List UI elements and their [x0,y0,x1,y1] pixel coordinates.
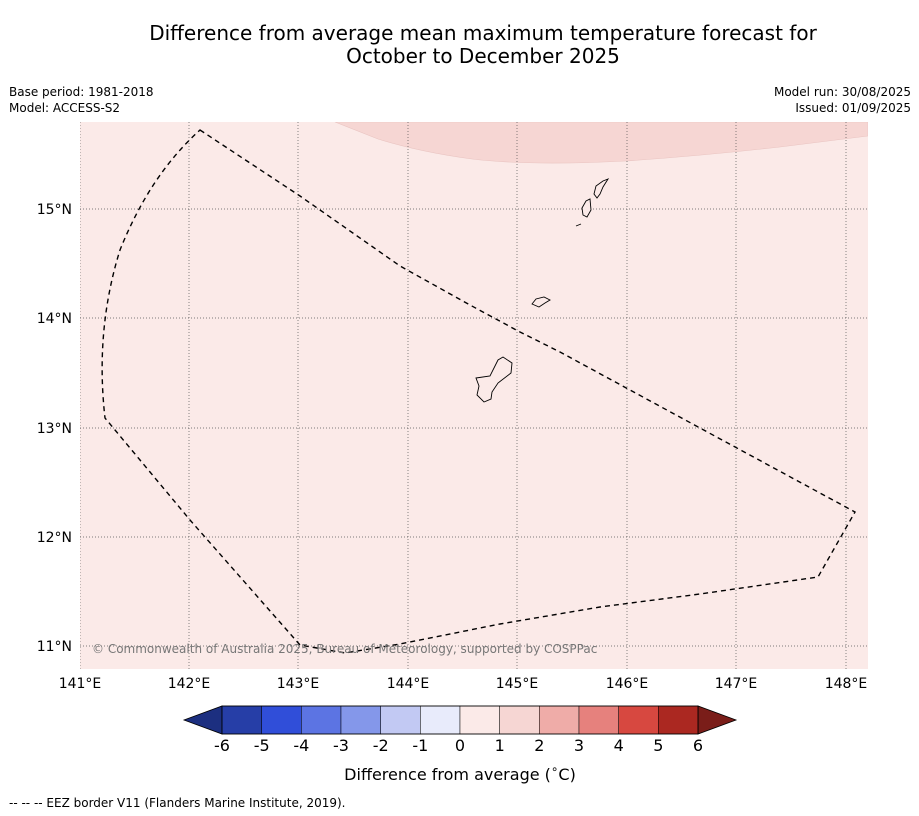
copyright-text: © Commonwealth of Australia 2025, Bureau… [92,642,597,656]
island-tinian [581,198,592,218]
colorbar-tick-label: -2 [373,736,389,755]
base-period-text: Base period: 1981-2018 [9,85,154,99]
colorbar-tick-label: 5 [653,736,663,755]
islands [475,178,610,403]
issued-text: Issued: 01/09/2025 [795,101,911,115]
colorbar-extend-high [697,705,738,735]
island-guam [475,356,513,403]
colorbar-tick-label: 3 [574,736,584,755]
lon-label: 141°E [59,676,102,692]
colorbar-tick-label: 1 [495,736,505,755]
model-text: Model: ACCESS-S2 [9,101,121,115]
colorbar-segment [578,705,619,735]
island-aguijan [575,223,582,227]
latitude-labels: 15°N 14°N 13°N 12°N 11°N [37,202,72,655]
eez-border [101,129,856,654]
colorbar-unit: C) [558,765,575,784]
lon-label: 143°E [277,676,320,692]
colorbar-tick-label: -5 [254,736,270,755]
colorbar-extend-low [182,705,223,735]
colorbar-segment [658,705,699,735]
lon-label: 146°E [606,676,649,692]
colorbar-segment [340,705,381,735]
colorbar-segment [420,705,461,735]
lon-label: 147°E [715,676,758,692]
title-line-1: Difference from average mean maximum tem… [149,21,817,45]
colorbar-tick-label: -3 [333,736,349,755]
island-rota [531,296,551,308]
lat-label: 13°N [37,421,72,437]
colorbar-segment [618,705,659,735]
colorbar-segment [301,705,342,735]
lon-label: 142°E [168,676,211,692]
lat-label: 14°N [37,311,72,327]
island-saipan [593,178,610,199]
colorbar-frame [221,705,699,735]
lon-label: 144°E [387,676,430,692]
map-background [80,122,868,669]
graticule [80,122,868,669]
run-info: Model run: 30/08/2025 Issued: 01/09/2025 [774,84,911,116]
lat-label: 11°N [37,639,72,655]
lon-label: 148°E [825,676,868,692]
lat-label: 12°N [37,530,72,546]
lon-label: 145°E [496,676,539,692]
colorbar-segment [499,705,540,735]
colorbar-tick-label: 6 [693,736,703,755]
model-run-text: Model run: 30/08/2025 [773,85,911,99]
colorbar-tick-label: -4 [293,736,309,755]
lat-label: 15°N [37,202,72,218]
colorbar-tick-label: -6 [214,736,230,755]
colorbar-segment [459,705,500,735]
map-title: Difference from average mean maximum tem… [0,22,919,68]
colorbar-tick-label: 4 [614,736,624,755]
title-line-2: October to December 2025 [346,44,620,68]
colorbar-label-text: Difference from average ( [344,765,551,784]
colorbar-segment [221,705,262,735]
colorbar-label: Difference from average (∘C) [344,762,576,784]
colorbar-segment [380,705,421,735]
colorbar-tick-label: 2 [534,736,544,755]
longitude-labels: 141°E 142°E 143°E 144°E 145°E 146°E 147°… [59,676,868,692]
colorbar-tick-label: -1 [412,736,428,755]
anomaly-region-upper [334,122,868,164]
colorbar-tick-label: 0 [455,736,465,755]
colorbar-segment [539,705,580,735]
eez-legend-footer: -- -- -- EEZ border V11 (Flanders Marine… [9,796,346,810]
colorbar-segment [261,705,302,735]
model-info: Base period: 1981-2018 Model: ACCESS-S2 [9,84,154,116]
degree-symbol: ∘ [551,762,559,776]
colorbar: -6 -5 -4 -3 -2 -1 0 1 2 3 4 5 6 [182,705,738,755]
